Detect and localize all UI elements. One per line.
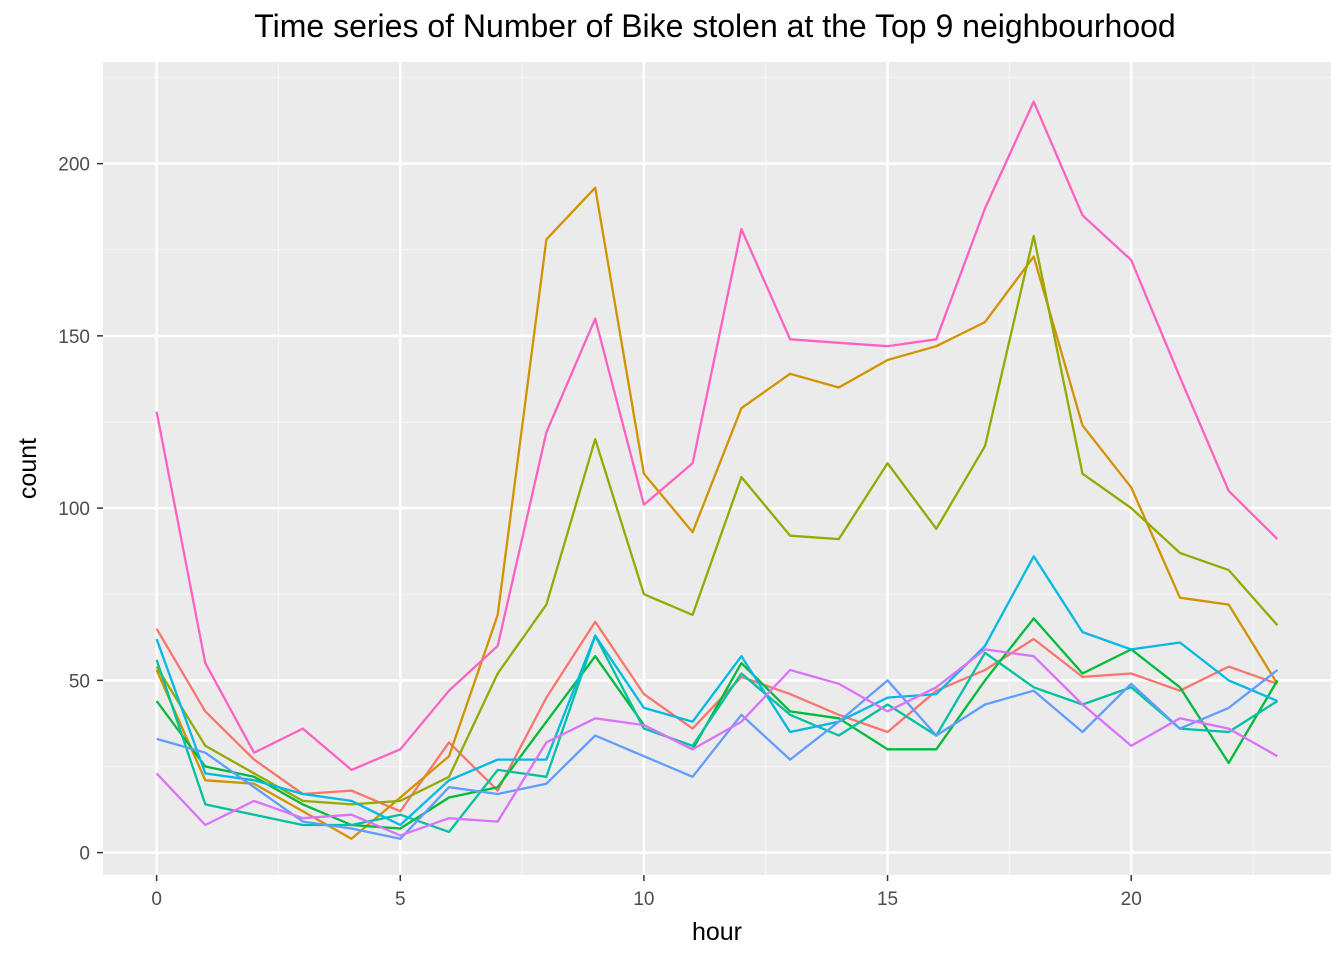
y-axis-title: count	[14, 438, 42, 499]
y-tick-label: 150	[58, 327, 90, 348]
series-line-1	[155, 620, 1278, 813]
series-line-4	[155, 617, 1279, 830]
y-axis-ticks: 0 50 100 150 200	[58, 155, 103, 865]
series-line-3	[155, 234, 1279, 806]
y-tick-label: 200	[58, 155, 90, 176]
x-tick-label: 5	[395, 889, 406, 910]
chart-title: Time series of Number of Bike stolen at …	[254, 8, 1176, 44]
y-tick-label: 100	[58, 499, 90, 520]
y-tick-label: 0	[79, 844, 90, 865]
series-line-6	[155, 555, 1278, 827]
series-line-9	[155, 100, 1279, 772]
x-tick-label: 10	[633, 889, 654, 910]
series-line-7	[156, 669, 1279, 840]
major-gridlines	[103, 62, 1331, 875]
series-lines	[155, 100, 1279, 840]
series-line-8	[155, 648, 1278, 837]
x-axis-ticks: 0 5 10 15 20	[151, 875, 1142, 910]
x-axis-title: hour	[692, 918, 742, 946]
minor-gridlines	[103, 62, 1331, 875]
x-tick-label: 0	[151, 889, 162, 910]
x-tick-label: 20	[1121, 889, 1142, 910]
series-line-2	[155, 186, 1279, 840]
x-tick-label: 15	[877, 889, 898, 910]
y-tick-label: 50	[69, 671, 90, 692]
series-line-5	[155, 634, 1279, 834]
